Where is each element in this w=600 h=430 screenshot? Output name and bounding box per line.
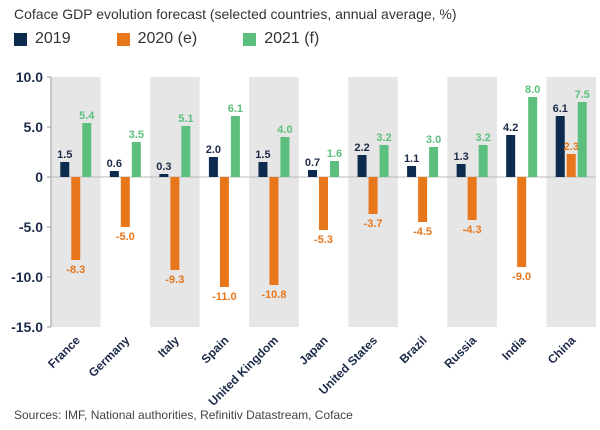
y-tick-label: 10.0 [16, 69, 43, 85]
value-label-2-10: 7.5 [575, 89, 590, 101]
value-label-0-5: 0.7 [305, 157, 320, 169]
bar-0-1 [109, 171, 119, 177]
source-note: Sources: IMF, National authorities, Refi… [14, 408, 353, 422]
bar-0-5 [308, 170, 317, 177]
value-label-2-8: 3.2 [475, 132, 490, 144]
bar-0-10 [555, 116, 565, 177]
value-label-0-3: 2.0 [206, 144, 221, 156]
bar-0-9 [506, 135, 516, 177]
x-tick-label: Brazil [397, 333, 430, 366]
bar-1-8 [467, 177, 477, 220]
y-tick-label: -15.0 [11, 319, 43, 335]
chart-title: Coface GDP evolution forecast (selected … [14, 6, 457, 22]
bar-0-4 [258, 162, 268, 177]
bar-0-2 [159, 174, 169, 177]
value-label-2-7: 3.0 [426, 134, 441, 146]
background-band [546, 77, 596, 327]
bar-1-10 [566, 154, 576, 177]
x-tick-label: Germany [86, 333, 133, 380]
value-label-1-0: -8.3 [66, 264, 85, 276]
x-tick-label: Spain [199, 333, 232, 366]
value-label-2-3: 6.1 [228, 103, 243, 115]
x-tick-label: France [45, 333, 83, 371]
legend-item-2019: 2019 [14, 30, 71, 48]
value-label-2-0: 5.4 [79, 110, 95, 122]
bar-1-3 [219, 177, 229, 287]
legend-label-2021: 2021 (f) [264, 30, 320, 47]
value-label-1-8: -4.3 [463, 224, 482, 236]
bar-0-6 [357, 155, 367, 177]
value-label-1-9: -9.0 [512, 271, 531, 283]
bar-0-3 [208, 157, 218, 177]
value-label-0-7: 1.1 [404, 153, 419, 165]
bar-2-0 [82, 123, 92, 177]
value-label-2-5: 1.6 [327, 148, 342, 160]
value-label-0-1: 0.6 [107, 158, 122, 170]
value-label-2-9: 8.0 [525, 84, 540, 96]
legend-label-2019: 2019 [35, 30, 71, 47]
value-label-2-6: 3.2 [376, 132, 391, 144]
value-label-0-8: 1.3 [453, 151, 468, 163]
bar-2-1 [131, 142, 141, 177]
bar-1-5 [319, 177, 328, 230]
value-label-1-2: -9.3 [165, 274, 184, 286]
value-label-1-6: -3.7 [364, 218, 383, 230]
value-label-1-5: -5.3 [314, 234, 333, 246]
value-label-1-4: -10.8 [261, 289, 286, 301]
x-tick-label: China [545, 333, 579, 367]
bar-2-7 [429, 147, 439, 177]
bar-1-0 [71, 177, 81, 260]
y-tick-label: 5.0 [24, 119, 44, 135]
y-tick-label: -5.0 [19, 219, 43, 235]
legend-label-2020: 2020 (e) [137, 30, 198, 47]
x-tick-label: Italy [155, 333, 182, 360]
bar-2-8 [478, 145, 488, 177]
bar-1-1 [120, 177, 130, 227]
value-label-1-3: -11.0 [212, 291, 236, 303]
y-tick-label: -10.0 [11, 269, 43, 285]
value-label-1-1: -5.0 [116, 231, 135, 243]
bar-1-2 [170, 177, 180, 270]
value-label-2-2: 5.1 [178, 113, 193, 125]
bar-2-9 [528, 97, 538, 177]
bar-0-8 [456, 164, 466, 177]
chart-legend: 2019 2020 (e) 2021 (f) [14, 30, 365, 48]
legend-swatch-2020 [116, 32, 130, 46]
value-label-0-10: 6.1 [553, 103, 568, 115]
bar-2-2 [181, 126, 191, 177]
bar-2-6 [379, 145, 389, 177]
value-label-2-1: 3.5 [129, 129, 144, 141]
bar-2-5 [330, 161, 339, 177]
value-label-0-4: 1.5 [255, 149, 270, 161]
value-label-0-2: 0.3 [156, 161, 171, 173]
legend-swatch-2021 [243, 32, 257, 46]
x-tick-label: Russia [442, 333, 480, 371]
bar-2-10 [577, 102, 587, 177]
x-tick-label: India [499, 333, 529, 363]
value-label-1-10: 2.3 [564, 141, 579, 153]
value-label-0-9: 4.2 [503, 122, 518, 134]
value-label-0-0: 1.5 [57, 149, 72, 161]
value-label-2-4: 4.0 [277, 124, 292, 136]
bar-0-7 [407, 166, 417, 177]
legend-swatch-2019 [14, 32, 27, 46]
legend-item-2020: 2020 (e) [116, 30, 198, 48]
x-tick-label: Japan [296, 333, 330, 367]
bar-1-9 [517, 177, 527, 267]
value-label-1-7: -4.5 [413, 226, 432, 238]
y-tick-label: 0 [35, 169, 43, 185]
bar-2-3 [230, 116, 240, 177]
bar-0-0 [60, 162, 70, 177]
legend-item-2021: 2021 (f) [243, 30, 319, 48]
bar-1-6 [368, 177, 378, 214]
bar-1-4 [269, 177, 279, 285]
bar-2-4 [280, 137, 290, 177]
value-label-0-6: 2.2 [354, 142, 369, 154]
bar-1-7 [418, 177, 428, 222]
